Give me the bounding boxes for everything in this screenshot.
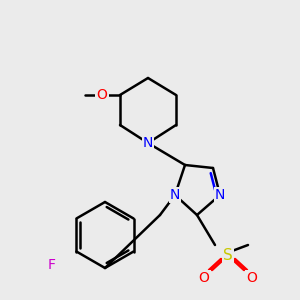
Text: O: O (199, 271, 209, 285)
Text: N: N (215, 188, 225, 202)
Text: N: N (170, 188, 180, 202)
Text: O: O (247, 271, 257, 285)
Text: S: S (223, 248, 233, 262)
Text: O: O (97, 88, 107, 102)
Text: F: F (48, 258, 56, 272)
Text: N: N (143, 136, 153, 150)
